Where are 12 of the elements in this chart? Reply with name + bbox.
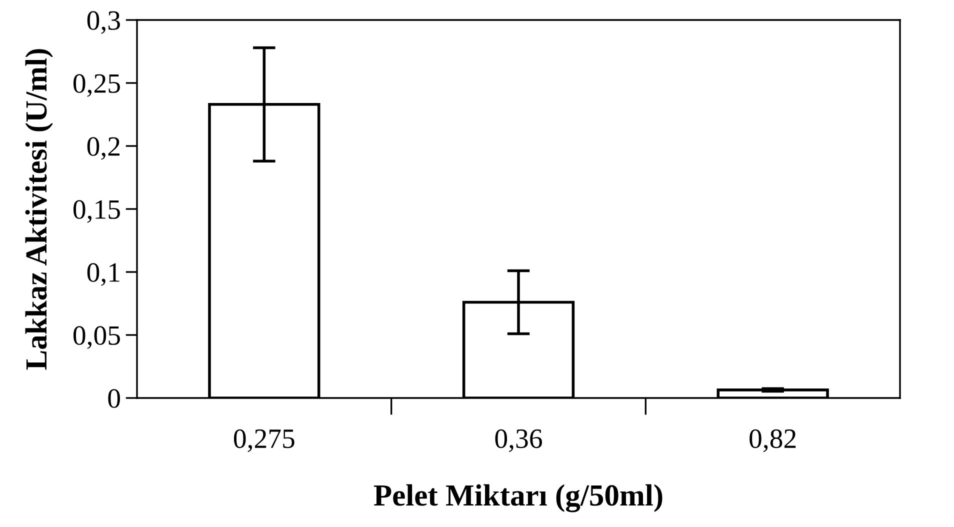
x-axis-title: Pelet Miktarı (g/50ml) [374, 484, 662, 512]
y-tick-label: 0,2 [87, 137, 120, 160]
y-axis-title: Lakkaz Aktivitesi (U/ml) [25, 49, 53, 370]
x-tick-label: 0,82 [750, 429, 796, 452]
y-tick-label: 0,15 [73, 200, 120, 223]
y-tick-label: 0,25 [73, 74, 120, 97]
y-tick-label: 0,1 [87, 263, 120, 286]
y-tick-label: 0 [108, 389, 120, 408]
y-tick-label: 0,05 [73, 326, 120, 349]
x-tick-label: 0,36 [495, 429, 542, 452]
x-tick-label: 0,275 [234, 429, 294, 452]
y-tick-label: 0,3 [87, 11, 120, 34]
